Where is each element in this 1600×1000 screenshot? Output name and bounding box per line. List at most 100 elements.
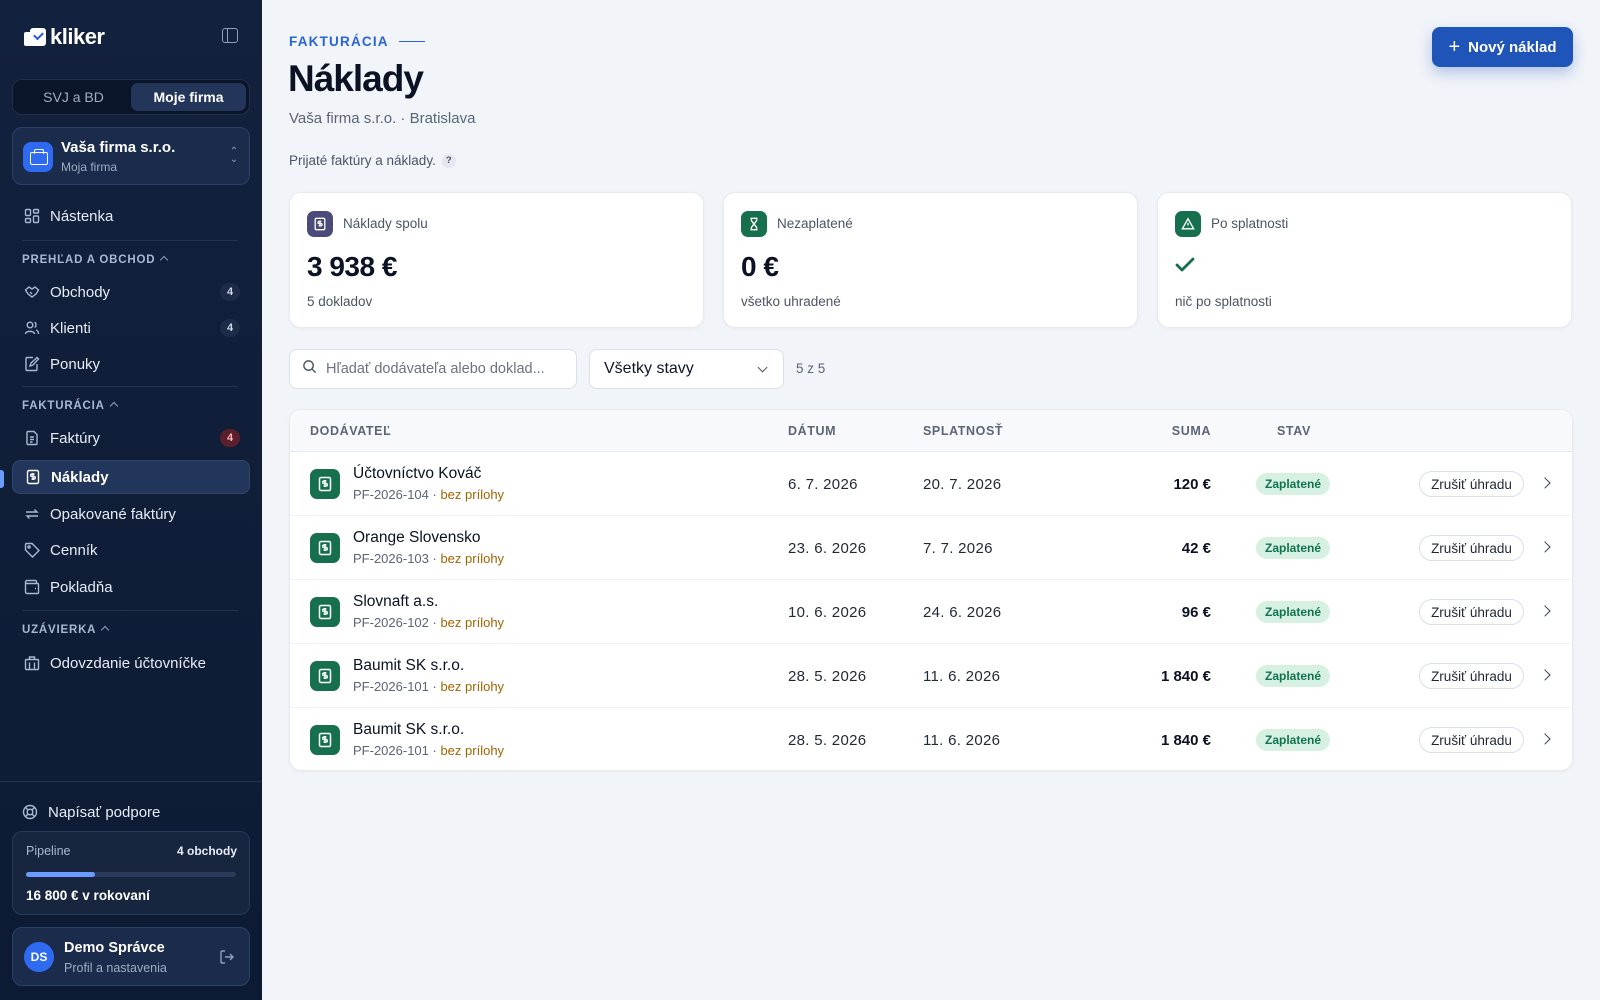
section-closing[interactable]: UZÁVIERKA xyxy=(22,624,110,636)
segment-moja-firma[interactable]: Moje firma xyxy=(131,83,246,111)
chevron-right-icon[interactable] xyxy=(1539,541,1551,553)
support-label: Napísať podpore xyxy=(48,803,161,821)
sidebar-item-expenses[interactable]: Náklady xyxy=(12,460,250,494)
help-icon[interactable]: ? xyxy=(441,153,456,168)
sidebar-item-deals[interactable]: Obchody 4 xyxy=(12,275,250,309)
logout-icon[interactable] xyxy=(219,949,235,965)
sidebar-item-label: Faktúry xyxy=(50,429,101,447)
amount: 42 € xyxy=(1181,540,1211,557)
chevron-updown-icon: ⌃ ⌄ xyxy=(229,146,239,165)
chevron-right-icon[interactable] xyxy=(1539,669,1551,681)
cancel-payment-button[interactable]: Zrušiť úhradu xyxy=(1419,535,1524,561)
user-subtitle: Profil a nastavenia xyxy=(64,961,167,975)
col-date[interactable]: DÁTUM xyxy=(788,424,837,438)
issue-date: 10. 6. 2026 xyxy=(788,604,867,621)
sidebar-item-accountant[interactable]: Odovzdanie účtovníčke xyxy=(12,646,250,680)
attachment-status: bez prílohy xyxy=(440,487,505,502)
cancel-payment-button[interactable]: Zrušiť úhradu xyxy=(1419,471,1524,497)
wallet-icon xyxy=(24,579,40,595)
company-selector[interactable]: Vaša firma s.r.o. Moja firma ⌃ ⌄ xyxy=(12,127,250,185)
col-sum[interactable]: SUMA xyxy=(1171,424,1211,438)
card-label: Náklady spolu xyxy=(343,216,428,231)
sidebar-item-clients[interactable]: Klienti 4 xyxy=(12,311,250,345)
issue-date: 23. 6. 2026 xyxy=(788,540,867,557)
status-badge: Zaplatené xyxy=(1256,729,1331,751)
col-due[interactable]: SPLATNOSŤ xyxy=(923,424,1004,438)
due-date: 24. 6. 2026 xyxy=(923,604,1002,621)
attachment-status: bez prílohy xyxy=(440,679,505,694)
chevron-right-icon[interactable] xyxy=(1539,733,1551,745)
chevron-up-icon xyxy=(160,255,169,265)
cancel-payment-button[interactable]: Zrušiť úhradu xyxy=(1419,663,1524,689)
user-profile[interactable]: DS Demo Správce Profil a nastavenia xyxy=(12,927,250,986)
hint-text: Prijaté faktúry a náklady. xyxy=(289,153,436,168)
amount: 1 840 € xyxy=(1160,668,1211,685)
section-overview[interactable]: PREHĽAD A OBCHOD xyxy=(22,254,169,266)
sidebar-collapse-icon[interactable] xyxy=(222,28,238,43)
file-text-icon xyxy=(24,430,40,446)
repeat-icon xyxy=(24,506,40,522)
col-supplier[interactable]: DODÁVATEĽ xyxy=(310,424,392,438)
sidebar-item-label: Náklady xyxy=(51,468,109,486)
card-total-expenses: Náklady spolu 3 938 € 5 dokladov xyxy=(289,192,704,328)
amount: 120 € xyxy=(1173,476,1211,493)
table-row[interactable]: Baumit SK s.r.o. PF-2026-101 · bez príloh… xyxy=(290,644,1572,708)
sidebar-item-cash[interactable]: Pokladňa xyxy=(12,570,250,604)
lifebuoy-icon xyxy=(22,804,38,820)
divider xyxy=(22,386,238,387)
sidebar-item-invoices[interactable]: Faktúry 4 xyxy=(12,421,250,455)
search-input[interactable] xyxy=(326,361,566,377)
page-hint: Prijaté faktúry a náklady. ? xyxy=(289,153,456,168)
supplier-name: Slovnaft a.s. xyxy=(353,593,439,610)
issue-date: 28. 5. 2026 xyxy=(788,732,867,749)
sidebar-item-recurring[interactable]: Opakované faktúry xyxy=(12,497,250,531)
cancel-payment-button[interactable]: Zrušiť úhradu xyxy=(1419,727,1524,753)
section-billing[interactable]: FAKTURÁCIA xyxy=(22,400,118,412)
sidebar: kliker SVJ a BD Moje firma Vaša firma s.… xyxy=(0,0,262,1000)
table-row[interactable]: Účtovníctvo Kováč PF-2026-104 · bez prílo… xyxy=(290,452,1572,516)
issue-date: 6. 7. 2026 xyxy=(788,476,858,493)
document-meta: PF-2026-101 · bez prílohy xyxy=(353,743,504,758)
logo[interactable]: kliker xyxy=(24,24,238,50)
page-title: Náklady xyxy=(288,58,424,99)
segment-svj[interactable]: SVJ a BD xyxy=(43,89,104,105)
amount: 96 € xyxy=(1181,604,1211,621)
card-subtitle: nič po splatnosti xyxy=(1175,294,1272,309)
building-icon xyxy=(24,655,40,671)
issue-date: 28. 5. 2026 xyxy=(788,668,867,685)
active-indicator xyxy=(0,470,4,488)
cancel-payment-button[interactable]: Zrušiť úhradu xyxy=(1419,599,1524,625)
pipeline-widget[interactable]: Pipeline 4 obchody 16 800 € v rokovaní xyxy=(12,831,250,915)
new-expense-button[interactable]: + Nový náklad xyxy=(1432,27,1573,67)
sidebar-item-label: Klienti xyxy=(50,319,91,337)
plus-icon: + xyxy=(1448,36,1461,58)
table-row[interactable]: Orange Slovensko PF-2026-103 · bez príloh… xyxy=(290,516,1572,580)
support-link[interactable]: Napísať podpore xyxy=(12,795,250,829)
divider xyxy=(22,240,238,241)
expenses-table: DODÁVATEĽ DÁTUM SPLATNOSŤ SUMA STAV Účto… xyxy=(289,409,1573,771)
status-filter[interactable]: Všetky stavy xyxy=(589,349,784,389)
handshake-icon xyxy=(24,284,40,300)
chevron-right-icon[interactable] xyxy=(1539,477,1551,489)
warning-icon xyxy=(1175,211,1201,237)
count-badge: 4 xyxy=(220,283,240,301)
attachment-status: bez prílohy xyxy=(440,551,505,566)
page-subtitle: Vaša firma s.r.o. · Bratislava xyxy=(289,110,476,127)
chevron-right-icon[interactable] xyxy=(1539,605,1551,617)
table-row[interactable]: Baumit SK s.r.o. PF-2026-101 · bez príloh… xyxy=(290,708,1572,770)
pipeline-value: 16 800 € v rokovaní xyxy=(26,888,150,903)
col-status[interactable]: STAV xyxy=(1277,424,1311,438)
table-row[interactable]: Slovnaft a.s. PF-2026-102 · bez prílohy 10… xyxy=(290,580,1572,644)
sidebar-item-offers[interactable]: Ponuky xyxy=(12,347,250,381)
receipt-icon xyxy=(310,469,340,499)
document-number: PF-2026-101 xyxy=(353,679,429,694)
sidebar-item-pricelist[interactable]: Cenník xyxy=(12,533,250,567)
sidebar-item-label: Opakované faktúry xyxy=(50,505,176,523)
pipeline-progress-fill xyxy=(26,872,96,877)
due-date: 7. 7. 2026 xyxy=(923,540,993,557)
document-number: PF-2026-102 xyxy=(353,615,429,630)
receipt-icon xyxy=(310,725,340,755)
workspace-switch: SVJ a BD Moje firma xyxy=(12,79,250,115)
sidebar-item-dashboard[interactable]: Nástenka xyxy=(12,199,250,233)
document-meta: PF-2026-104 · bez prílohy xyxy=(353,487,504,502)
